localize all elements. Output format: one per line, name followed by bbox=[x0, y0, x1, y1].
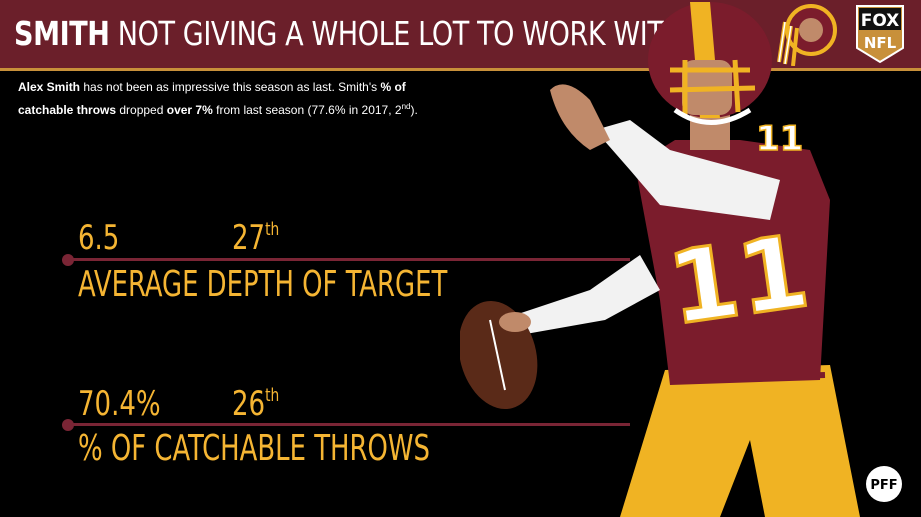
fox-text: FOX bbox=[861, 11, 900, 31]
fox-nfl-logo: FOX NFL bbox=[853, 4, 907, 64]
subtitle-bold-drop: over 7% bbox=[166, 103, 213, 117]
stat-1-rank-suffix: th bbox=[265, 219, 280, 240]
stat-2-rule bbox=[68, 423, 630, 426]
pff-text: PFF bbox=[870, 478, 897, 493]
subtitle-text-3: from last season (77.6% in 2017, 2 bbox=[212, 103, 402, 117]
title-bold: SMITH bbox=[14, 14, 110, 53]
subtitle-bold-pct: % of bbox=[380, 80, 406, 94]
subtitle-text-2: dropped bbox=[116, 103, 167, 117]
subtitle-text-1: has not been as impressive this season a… bbox=[80, 80, 381, 94]
stat-2-value: 70.4% bbox=[78, 384, 161, 424]
stat-2-rank: 26th bbox=[232, 384, 279, 424]
player-image: 11 11 bbox=[460, 2, 860, 517]
stat-2-rank-suffix: th bbox=[265, 385, 280, 406]
svg-text:11: 11 bbox=[662, 212, 816, 347]
stat-1-value: 6.5 bbox=[78, 218, 120, 258]
stat-2-label: % OF CATCHABLE THROWS bbox=[78, 428, 430, 469]
subtitle-name: Alex Smith bbox=[18, 80, 81, 94]
nfl-text: NFL bbox=[864, 34, 897, 52]
stat-2-rank-num: 26 bbox=[232, 384, 266, 424]
header-bar: SMITH NOT GIVING A WHOLE LOT TO WORK WIT… bbox=[0, 0, 921, 71]
subtitle-sup: nd bbox=[401, 102, 411, 111]
stat-1-rank-num: 27 bbox=[232, 218, 266, 258]
stat-1-rank: 27th bbox=[232, 218, 279, 258]
stat-1-rule bbox=[68, 258, 630, 261]
subtitle-bold-catchable: catchable throws bbox=[18, 103, 117, 117]
subtitle-text-4: ). bbox=[410, 103, 418, 117]
svg-text:11: 11 bbox=[756, 119, 803, 159]
stat-1-label: AVERAGE DEPTH OF TARGET bbox=[78, 264, 448, 305]
team-logo bbox=[777, 4, 837, 66]
page-title: SMITH NOT GIVING A WHOLE LOT TO WORK WIT… bbox=[14, 14, 684, 53]
pff-logo: PFF bbox=[866, 466, 902, 502]
subtitle: Alex Smith has not been as impressive th… bbox=[18, 78, 618, 120]
title-rest: NOT GIVING A WHOLE LOT TO WORK WITH bbox=[109, 14, 684, 53]
